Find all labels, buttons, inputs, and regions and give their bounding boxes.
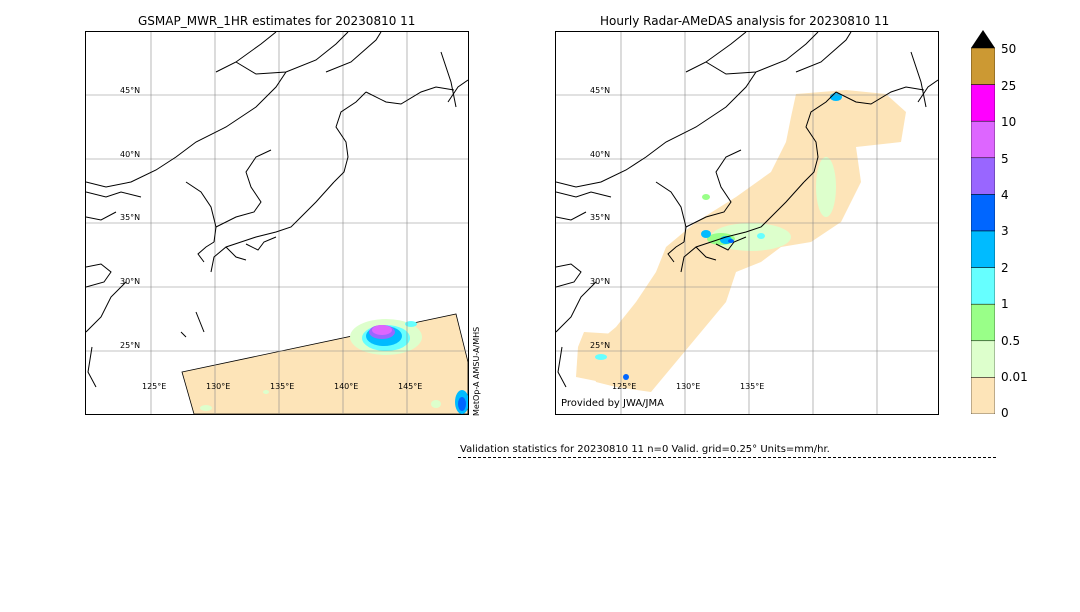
satellite-label: MetOp-A AMSU-A/MHS xyxy=(472,326,481,416)
right-map-title: Hourly Radar-AMeDAS analysis for 2023081… xyxy=(600,14,890,28)
colorbar-label: 1 xyxy=(1001,297,1009,311)
left-lon-label: 145°E xyxy=(398,382,423,391)
right-lat-label: 30°N xyxy=(590,277,611,286)
colorbar-label: 0.5 xyxy=(1001,334,1021,348)
colorbar-segment xyxy=(970,230,996,268)
colorbar-segment xyxy=(970,303,996,342)
validation-divider xyxy=(458,457,996,458)
right-lon-label: 135°E xyxy=(740,382,765,391)
left-lon-label: 125°E xyxy=(142,382,167,391)
colorbar-label: 2 xyxy=(1001,261,1009,275)
left-coastlines xyxy=(86,32,468,388)
validation-statistics: Validation statistics for 20230810 11 n=… xyxy=(460,444,830,455)
colorbar-segment xyxy=(970,377,996,415)
right-lat-label: 25°N xyxy=(590,341,611,350)
left-lon-label: 135°E xyxy=(270,382,295,391)
right-map: 45°N 40°N 35°N 30°N 25°N 125°E 130°E 135… xyxy=(555,31,939,415)
colorbar xyxy=(970,30,996,415)
colorbar-label: 3 xyxy=(1001,224,1009,238)
left-rain-area xyxy=(200,319,468,414)
left-map-title: GSMAP_MWR_1HR estimates for 20230810 11 xyxy=(138,14,416,28)
colorbar-segments xyxy=(970,47,996,415)
data-credit: Provided by JWA/JMA xyxy=(561,398,664,409)
right-rain-area xyxy=(595,93,842,380)
colorbar-label: 10 xyxy=(1001,115,1017,129)
left-lat-label: 35°N xyxy=(120,213,141,222)
colorbar-extend-arrow xyxy=(971,30,995,48)
colorbar-label: 50 xyxy=(1001,42,1017,56)
left-lat-label: 30°N xyxy=(120,277,141,286)
colorbar-label: 5 xyxy=(1001,152,1009,166)
left-lat-label: 25°N xyxy=(120,341,141,350)
left-lat-label: 45°N xyxy=(120,86,141,95)
colorbar-segment xyxy=(970,120,996,159)
colorbar-label: 0 xyxy=(1001,406,1009,420)
left-lon-label: 130°E xyxy=(206,382,231,391)
satellite-swath xyxy=(181,313,468,414)
left-lon-label: 140°E xyxy=(334,382,359,391)
right-map-canvas xyxy=(556,32,938,414)
left-map: 45°N 40°N 35°N 30°N 25°N 125°E 130°E 135… xyxy=(85,31,469,415)
colorbar-segment xyxy=(970,47,996,85)
colorbar-svg xyxy=(970,30,996,415)
colorbar-label: 25 xyxy=(1001,79,1017,93)
colorbar-segment xyxy=(970,267,996,305)
right-coastlines xyxy=(556,32,938,388)
left-map-canvas xyxy=(86,32,468,414)
right-lat-label: 40°N xyxy=(590,150,611,159)
colorbar-segment xyxy=(970,157,996,195)
left-lat-label: 40°N xyxy=(120,150,141,159)
colorbar-segment xyxy=(970,194,996,232)
colorbar-label: 0.01 xyxy=(1001,370,1028,384)
right-lat-label: 45°N xyxy=(590,86,611,95)
right-graticule xyxy=(556,32,938,414)
right-lon-label: 125°E xyxy=(612,382,637,391)
colorbar-segment xyxy=(970,84,996,122)
colorbar-segment xyxy=(970,340,996,378)
right-lon-label: 130°E xyxy=(676,382,701,391)
colorbar-label: 4 xyxy=(1001,188,1009,202)
right-lat-label: 35°N xyxy=(590,213,611,222)
